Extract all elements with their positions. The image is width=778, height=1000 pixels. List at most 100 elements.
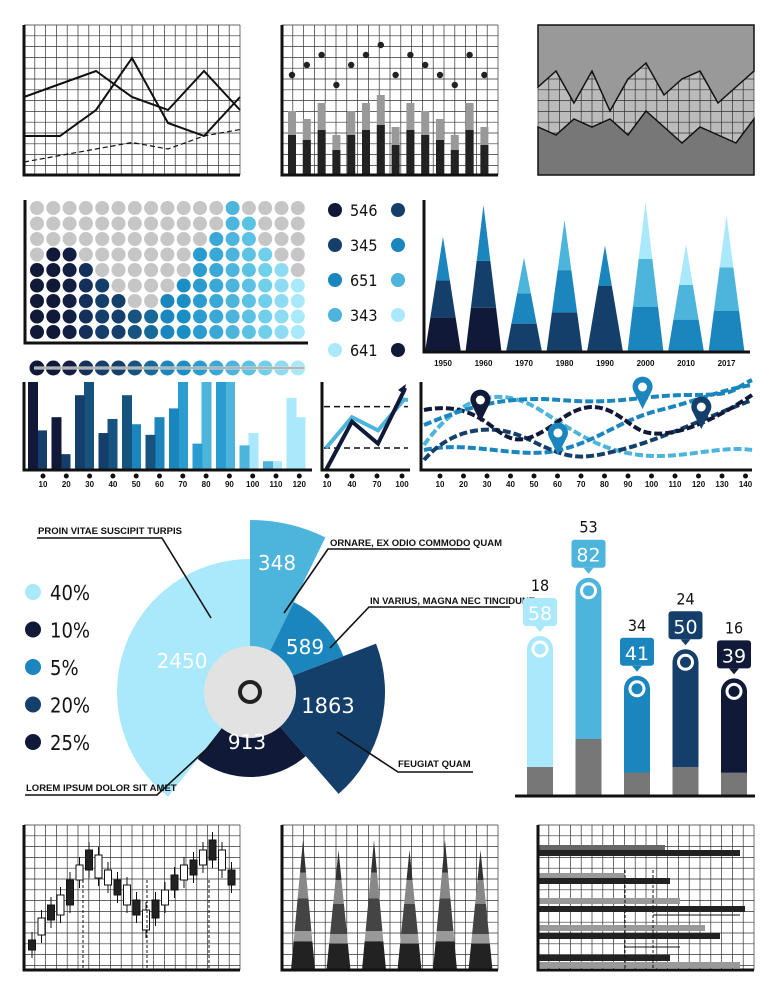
x-tick-label: 40 — [506, 480, 515, 489]
gantt-panel — [536, 824, 755, 972]
matrix-dot — [30, 278, 44, 293]
triangle-band — [632, 259, 659, 307]
slice-value: 1863 — [301, 694, 354, 718]
matrix-dot — [290, 294, 305, 308]
candle-body — [123, 884, 131, 906]
matrix-dot — [111, 247, 126, 262]
triangle-band — [592, 285, 618, 321]
slice-caption: ORNARE, EX ODIO COMMODO QUAM — [330, 538, 502, 549]
gantt-bar — [538, 845, 665, 851]
bar-top-value: 16 — [725, 618, 743, 637]
matrix-dot — [258, 247, 273, 262]
series-line — [324, 397, 409, 450]
x-tick-label: 60 — [553, 480, 562, 489]
bar-marker — [392, 71, 399, 79]
bar-knob-inner — [728, 685, 740, 697]
tick-dot — [349, 473, 355, 479]
value-callout — [620, 637, 654, 666]
matrix-dot — [290, 247, 305, 262]
bar — [248, 433, 259, 470]
pin-hole — [638, 382, 648, 392]
matrix-dot — [274, 325, 289, 339]
gantt-bar — [538, 925, 705, 931]
cone-band — [406, 850, 413, 880]
x-tick-label: 50 — [132, 480, 141, 489]
bar — [295, 417, 306, 470]
triangle-band — [436, 236, 450, 281]
x-tick-label: 80 — [600, 480, 609, 489]
cone-band — [330, 904, 347, 934]
bar-marker — [481, 71, 488, 79]
triangle-band — [679, 244, 693, 286]
matrix-dot — [78, 309, 93, 324]
triangle-band — [430, 280, 456, 318]
candle-body — [75, 864, 84, 881]
cone-band — [436, 898, 454, 931]
x-tick-label: 40 — [108, 480, 117, 489]
legend-label: 10% — [50, 619, 90, 643]
x-tick-label: 50 — [530, 480, 539, 489]
area-panel-top-right — [537, 24, 755, 176]
bar — [98, 433, 109, 470]
value-callout — [717, 640, 751, 669]
tick-dot — [625, 473, 631, 479]
triangle-band — [546, 312, 583, 352]
cone-band — [294, 898, 312, 931]
matrix-dot — [241, 309, 256, 324]
matrix-dot — [46, 247, 61, 262]
tick-dot — [226, 473, 232, 479]
tick-dot — [87, 473, 93, 479]
x-tick-label: 10 — [323, 480, 332, 489]
location-pin-icon — [632, 376, 653, 409]
candle-body — [47, 904, 55, 921]
tick-dot — [133, 473, 139, 479]
bar-dark — [406, 130, 415, 175]
bar — [60, 454, 71, 470]
matrix-dot — [193, 201, 207, 215]
tick-dot — [743, 473, 748, 479]
matrix-dot — [258, 309, 273, 324]
matrix-dot — [144, 216, 159, 231]
polar-area-chart: 2450 348 589 1863 913 PROIN VITAE SUSCIPIT TU… — [25, 520, 535, 797]
axis — [419, 382, 752, 472]
gantt-bar — [538, 898, 680, 904]
matrix-dot — [46, 309, 61, 324]
bar-knob-inner — [680, 656, 691, 668]
matrix-dot — [46, 263, 61, 277]
bar — [216, 382, 226, 470]
triangle-band — [598, 245, 612, 286]
series-line — [324, 387, 407, 471]
candle-body — [199, 849, 207, 866]
matrix-dot — [30, 294, 44, 308]
bar — [37, 430, 47, 470]
bar-base — [672, 767, 699, 795]
value-callout — [668, 611, 703, 640]
bar-dark — [317, 130, 326, 175]
candle-body — [208, 839, 217, 861]
x-tick-label: 30 — [483, 480, 492, 489]
matrix-dot — [209, 263, 224, 277]
leader-line — [336, 731, 473, 773]
bar-dark — [347, 135, 356, 175]
tick-dot — [602, 473, 607, 479]
bar-base — [721, 772, 747, 795]
tick-dot — [180, 473, 186, 479]
callout-value: 82 — [576, 545, 600, 567]
x-tick-label: 1970 — [515, 359, 533, 368]
matrix-dot — [127, 216, 142, 231]
matrix-dot — [176, 325, 191, 339]
x-tick-label: 70 — [373, 480, 382, 489]
tick-dot — [578, 473, 584, 479]
matrix-dot — [274, 263, 289, 277]
matrix-dot — [111, 263, 126, 277]
triangle-band — [476, 205, 491, 261]
pie-slice — [250, 520, 326, 692]
matrix-dot — [209, 278, 224, 293]
bar — [721, 678, 747, 795]
triangle-band — [470, 260, 497, 308]
bar — [122, 395, 132, 470]
matrix-dot — [30, 309, 44, 324]
bar-marker — [436, 71, 444, 79]
matrix-dot — [274, 294, 289, 308]
matrix-dot — [30, 247, 44, 262]
